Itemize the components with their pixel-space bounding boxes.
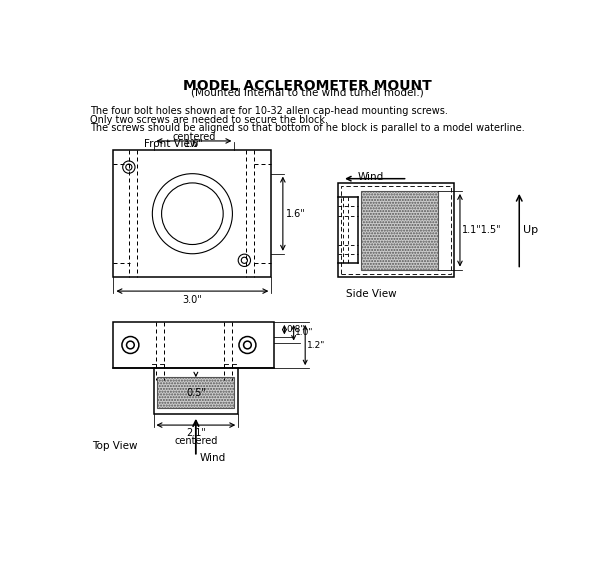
Bar (157, 377, 235, 408)
Bar (154, 368, 238, 414)
Text: 1.2": 1.2" (307, 341, 325, 350)
Text: 1.6": 1.6" (184, 138, 204, 149)
Text: centered: centered (174, 436, 218, 446)
Text: Side View: Side View (346, 289, 397, 299)
Bar (341, 186, 451, 274)
Text: MODEL ACCLEROMETER MOUNT: MODEL ACCLEROMETER MOUNT (183, 79, 432, 93)
Text: Wind: Wind (200, 453, 226, 463)
Text: 2.1": 2.1" (186, 428, 206, 438)
Bar (361, 191, 439, 270)
Text: 3.0": 3.0" (182, 295, 202, 305)
Text: Front View: Front View (144, 138, 199, 149)
Bar (338, 183, 454, 277)
Bar (113, 322, 274, 368)
Text: The screws should be aligned so that bottom of he block is parallel to a model w: The screws should be aligned so that bot… (91, 123, 525, 133)
Text: (Mounted internal to the wind turnel model.): (Mounted internal to the wind turnel mod… (191, 88, 424, 98)
Bar (113, 150, 271, 277)
Text: Wind: Wind (358, 172, 384, 182)
Text: 0.8": 0.8" (286, 325, 304, 334)
Text: Top View: Top View (92, 441, 137, 451)
Text: The four bolt holes shown are for 10-32 allen cap-head mounting screws.: The four bolt holes shown are for 10-32 … (91, 106, 448, 116)
Text: 1.0": 1.0" (295, 328, 314, 337)
Text: 1.1"1.5": 1.1"1.5" (462, 225, 502, 235)
Text: Only two screws are needed to secure the block.: Only two screws are needed to secure the… (91, 115, 328, 125)
Text: Up: Up (523, 225, 538, 235)
Text: centered: centered (172, 132, 215, 142)
Text: 0.5": 0.5" (186, 388, 206, 398)
Text: 1.6": 1.6" (286, 208, 305, 219)
